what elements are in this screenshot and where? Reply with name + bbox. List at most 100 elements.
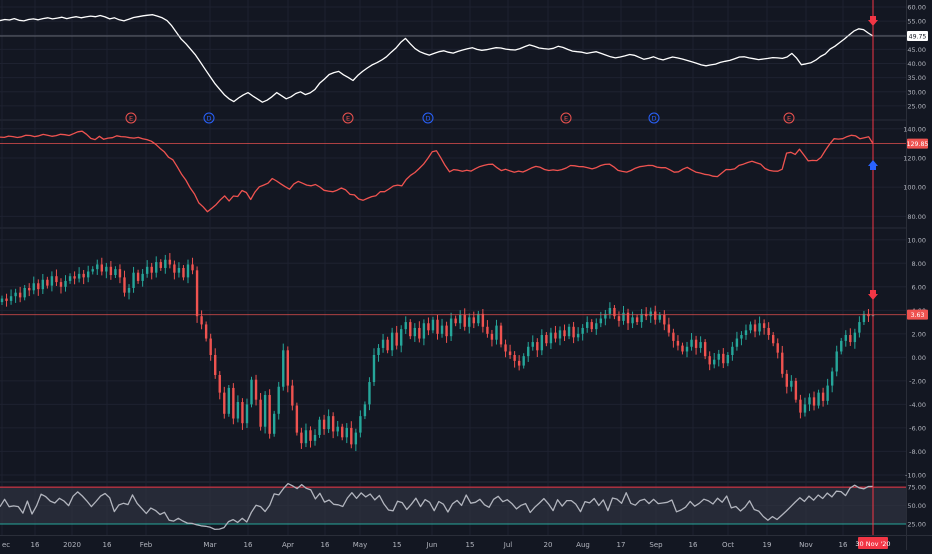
candle-body <box>853 332 857 343</box>
time-axis-layer[interactable]: ec 16 2020 16 Feb Mar 16 Apr 16 May 15 Jun 15 Jul 20 Au… <box>2 537 891 549</box>
candle-body <box>508 351 512 355</box>
event-marker-d[interactable]: D <box>203 112 215 124</box>
time-axis-label[interactable]: 16 <box>839 541 848 549</box>
candle-body <box>105 266 108 272</box>
last-value-badge[interactable] <box>907 31 928 41</box>
time-axis-label[interactable]: Oct <box>722 541 734 549</box>
candle-body <box>395 332 398 346</box>
event-marker-letter: D <box>206 114 211 122</box>
candle-body <box>200 316 203 325</box>
event-marker-e[interactable]: E <box>125 112 137 124</box>
last-value-badge[interactable] <box>907 309 928 320</box>
event-marker-e[interactable]: E <box>783 112 795 124</box>
event-marker-ring <box>203 112 215 124</box>
crosshair-date-badge[interactable] <box>858 537 888 549</box>
candle-body <box>136 272 140 281</box>
candle-body <box>821 392 825 401</box>
time-axis-label[interactable]: 17 <box>617 541 626 549</box>
candle-body <box>862 313 866 323</box>
price-tick-label[interactable]: 8.00 <box>912 260 926 268</box>
candle-body <box>109 266 113 276</box>
time-axis-label[interactable]: Feb <box>140 541 153 549</box>
candle-body <box>331 416 335 432</box>
time-axis-label[interactable]: 15 <box>466 541 475 549</box>
time-axis-label[interactable]: Nov <box>799 541 813 549</box>
time-axis-label[interactable]: Aug <box>576 541 590 549</box>
candle-body <box>468 317 471 327</box>
time-axis-label[interactable]: 16 <box>103 541 112 549</box>
price-tick-label[interactable]: 50.00 <box>907 502 926 510</box>
time-axis-label[interactable]: 19 <box>763 541 772 549</box>
price-tick-label[interactable]: -2.00 <box>909 377 926 385</box>
price-tick-label[interactable]: -10.00 <box>905 471 926 479</box>
price-tick-label[interactable]: 40.00 <box>907 60 926 68</box>
candle-body <box>830 371 834 386</box>
candle-body <box>186 264 190 278</box>
candle-body <box>672 332 675 341</box>
time-axis-label[interactable]: 20 <box>544 541 553 549</box>
candle-body <box>826 385 829 401</box>
candle-body <box>840 340 843 352</box>
time-axis-label[interactable]: ec <box>2 541 10 549</box>
price-axis-layer[interactable]: 60.00 55.00 50.00 45.00 40.00 35.00 30.00 25.00… <box>903 4 928 529</box>
last-value-badge[interactable] <box>907 138 928 149</box>
time-axis-label[interactable]: Sep <box>649 541 663 549</box>
time-axis-label[interactable]: 2020 <box>63 541 81 549</box>
candle-body <box>41 279 45 290</box>
time-axis-label[interactable]: 15 <box>393 541 402 549</box>
candle-body <box>232 387 235 419</box>
relative-line-series <box>0 130 874 213</box>
price-tick-label[interactable]: 35.00 <box>907 74 926 82</box>
candle-body <box>368 382 371 405</box>
candle-body <box>499 325 503 345</box>
price-tick-label[interactable]: 25.00 <box>907 520 926 528</box>
candle-body <box>46 279 49 286</box>
price-tick-label[interactable]: 0.00 <box>912 354 926 362</box>
candle-body <box>803 404 807 413</box>
time-axis-label[interactable]: Jul <box>503 541 513 549</box>
price-tick-label[interactable]: -8.00 <box>909 448 926 456</box>
price-tick-label[interactable]: 30.00 <box>907 88 926 96</box>
last-value-text[interactable]: 49.75 <box>909 34 927 41</box>
time-axis-label[interactable]: Mar <box>203 541 216 549</box>
candle-body <box>640 313 643 323</box>
candle-body <box>808 397 811 405</box>
event-marker-d[interactable]: D <box>422 112 434 124</box>
time-axis-label[interactable]: Jun <box>426 541 438 549</box>
price-tick-label[interactable]: 75.00 <box>907 484 926 492</box>
event-marker-e[interactable]: E <box>342 112 354 124</box>
price-tick-label[interactable]: 6.00 <box>912 283 926 291</box>
time-axis-label[interactable]: 16 <box>321 541 330 549</box>
price-tick-label[interactable]: 80.00 <box>907 213 926 221</box>
price-tick-label[interactable]: 45.00 <box>907 46 926 54</box>
event-marker-e[interactable]: E <box>560 112 572 124</box>
time-axis-label[interactable]: 16 <box>689 541 698 549</box>
price-tick-label[interactable]: 10.00 <box>907 236 926 244</box>
candle-body <box>613 307 616 317</box>
crosshair-date-label[interactable]: 30 Nov '20 <box>855 540 890 548</box>
price-tick-label[interactable]: 2.00 <box>912 330 926 338</box>
price-tick-label[interactable]: 60.00 <box>907 4 926 12</box>
time-axis-label[interactable]: Apr <box>282 541 294 549</box>
candle-body <box>762 323 766 328</box>
candle-body <box>735 338 739 347</box>
time-axis-label[interactable]: 16 <box>244 541 253 549</box>
time-axis-label[interactable]: 16 <box>31 541 40 549</box>
price-tick-label[interactable]: 25.00 <box>907 102 926 110</box>
event-marker-d[interactable]: D <box>648 112 660 124</box>
last-value-text[interactable]: 3.63 <box>911 312 925 319</box>
time-axis-label[interactable]: May <box>353 541 367 549</box>
price-tick-label[interactable]: 100.00 <box>903 184 926 192</box>
price-tick-label[interactable]: 140.00 <box>903 125 926 133</box>
price-tick-label[interactable]: 55.00 <box>907 18 926 26</box>
price-tick-label[interactable]: 120.00 <box>903 154 926 162</box>
candle-body <box>726 355 730 364</box>
candle-body <box>545 335 548 344</box>
price-tick-label[interactable]: -6.00 <box>909 424 926 432</box>
price-tick-label[interactable]: -4.00 <box>909 401 926 409</box>
candle-body <box>155 262 158 273</box>
last-value-text[interactable]: 129.85 <box>907 141 929 148</box>
candle-body <box>259 399 262 427</box>
